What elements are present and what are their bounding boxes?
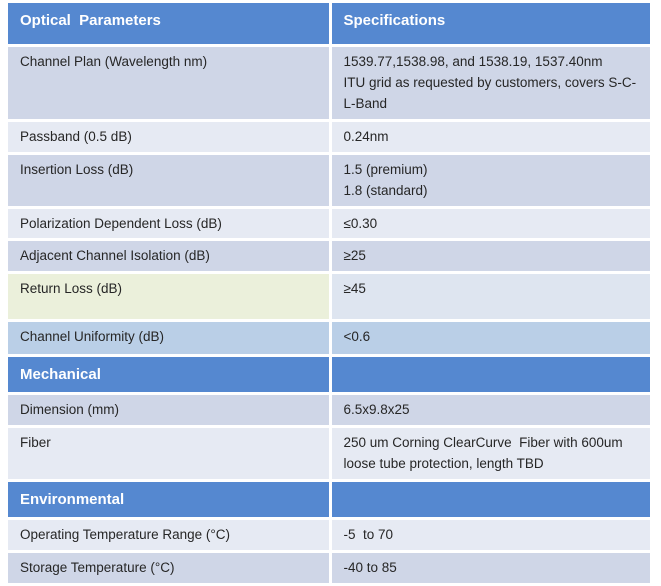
parameter-cell: Storage Temperature (°C): [8, 553, 329, 583]
spec-cell: 0.24nm: [331, 121, 650, 152]
header-specifications: Specifications: [331, 3, 650, 44]
section-spacer-cell: [331, 482, 650, 518]
parameter-cell: Operating Temperature Range (°C): [8, 520, 329, 551]
section-header-row: Mechanical: [8, 357, 650, 393]
optical-spec-table: Optical Parameters Specifications Channe…: [5, 0, 653, 586]
table-row: Storage Temperature (°C) -40 to 85: [8, 553, 650, 583]
spec-cell: 1.5 (premium) 1.8 (standard): [331, 154, 650, 206]
table-row: Polarization Dependent Loss (dB) ≤0.30: [8, 208, 650, 239]
parameter-cell: Adjacent Channel Isolation (dB): [8, 241, 329, 272]
parameter-cell: Dimension (mm): [8, 395, 329, 426]
table-row: Channel Uniformity (dB) <0.6: [8, 322, 650, 355]
table-row: Fiber 250 um Corning ClearCurve Fiber wit…: [8, 428, 650, 480]
parameter-cell: Channel Uniformity (dB): [8, 322, 329, 355]
spec-cell: <0.6: [331, 322, 650, 355]
parameter-cell: Return Loss (dB): [8, 274, 329, 320]
spec-cell: ≥25: [331, 241, 650, 272]
table-row: Operating Temperature Range (°C) -5 to 70: [8, 520, 650, 551]
table-row: Insertion Loss (dB) 1.5 (premium) 1.8 (st…: [8, 154, 650, 206]
parameter-cell: Fiber: [8, 428, 329, 480]
table-row: Passband (0.5 dB) 0.24nm: [8, 121, 650, 152]
parameter-cell: Insertion Loss (dB): [8, 154, 329, 206]
spec-cell: 1539.77,1538.98, and 1538.19, 1537.40nm …: [331, 47, 650, 119]
table-row: Return Loss (dB) ≥45: [8, 274, 650, 320]
table-row: Dimension (mm) 6.5x9.8x25: [8, 395, 650, 426]
section-title: Environmental: [8, 482, 329, 518]
parameter-cell: Channel Plan (Wavelength nm): [8, 47, 329, 119]
table-body: Channel Plan (Wavelength nm) 1539.77,1538…: [8, 47, 650, 583]
table-row: Adjacent Channel Isolation (dB) ≥25: [8, 241, 650, 272]
header-optical-parameters: Optical Parameters: [8, 3, 329, 44]
section-title: Mechanical: [8, 357, 329, 393]
spec-cell: 6.5x9.8x25: [331, 395, 650, 426]
header-row: Optical Parameters Specifications: [8, 3, 650, 44]
parameter-cell: Passband (0.5 dB): [8, 121, 329, 152]
parameter-cell: Polarization Dependent Loss (dB): [8, 208, 329, 239]
spec-cell: 250 um Corning ClearCurve Fiber with 600…: [331, 428, 650, 480]
section-spacer-cell: [331, 357, 650, 393]
spec-cell: -5 to 70: [331, 520, 650, 551]
spec-cell: ≤0.30: [331, 208, 650, 239]
table-row: Channel Plan (Wavelength nm) 1539.77,1538…: [8, 47, 650, 119]
section-header-row: Environmental: [8, 482, 650, 518]
spec-cell: -40 to 85: [331, 553, 650, 583]
table-header: Optical Parameters Specifications: [8, 3, 650, 44]
spec-cell: ≥45: [331, 274, 650, 320]
